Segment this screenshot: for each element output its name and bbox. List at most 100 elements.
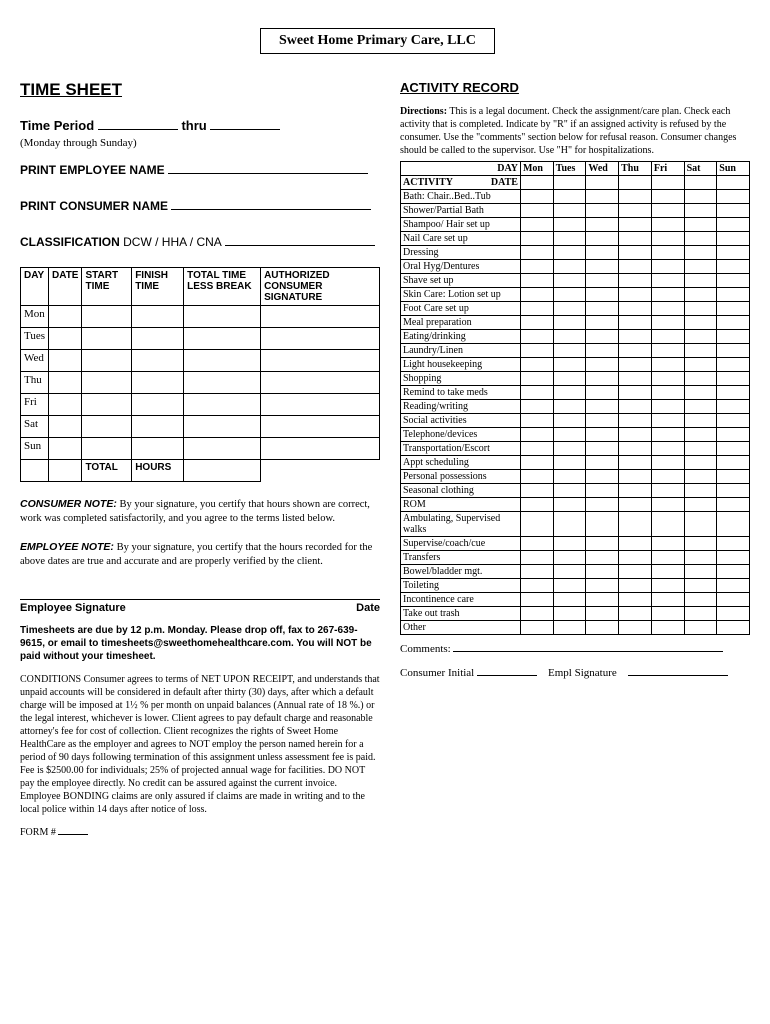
consumer-initial-blank[interactable] <box>477 675 537 676</box>
activity-cell[interactable] <box>553 386 586 400</box>
time-cell[interactable] <box>261 394 380 416</box>
time-cell[interactable] <box>184 372 261 394</box>
activity-cell[interactable] <box>520 565 553 579</box>
activity-cell[interactable] <box>553 565 586 579</box>
activity-cell[interactable] <box>586 386 619 400</box>
activity-cell[interactable] <box>684 358 717 372</box>
activity-cell[interactable] <box>586 551 619 565</box>
activity-cell[interactable] <box>520 456 553 470</box>
activity-cell[interactable] <box>520 344 553 358</box>
date-cell[interactable] <box>684 176 717 190</box>
activity-cell[interactable] <box>619 232 652 246</box>
activity-cell[interactable] <box>520 204 553 218</box>
activity-cell[interactable] <box>520 246 553 260</box>
activity-cell[interactable] <box>717 579 750 593</box>
activity-cell[interactable] <box>586 607 619 621</box>
activity-cell[interactable] <box>553 551 586 565</box>
activity-cell[interactable] <box>651 330 684 344</box>
activity-cell[interactable] <box>619 565 652 579</box>
activity-cell[interactable] <box>717 260 750 274</box>
activity-cell[interactable] <box>586 274 619 288</box>
activity-cell[interactable] <box>520 551 553 565</box>
activity-cell[interactable] <box>586 512 619 537</box>
activity-cell[interactable] <box>586 204 619 218</box>
activity-cell[interactable] <box>619 218 652 232</box>
activity-cell[interactable] <box>586 484 619 498</box>
time-cell[interactable] <box>82 350 132 372</box>
activity-cell[interactable] <box>553 484 586 498</box>
activity-cell[interactable] <box>520 316 553 330</box>
activity-cell[interactable] <box>717 414 750 428</box>
activity-cell[interactable] <box>684 260 717 274</box>
activity-cell[interactable] <box>520 414 553 428</box>
activity-cell[interactable] <box>520 484 553 498</box>
activity-cell[interactable] <box>520 621 553 635</box>
time-cell[interactable] <box>184 416 261 438</box>
activity-cell[interactable] <box>651 456 684 470</box>
activity-cell[interactable] <box>619 470 652 484</box>
activity-cell[interactable] <box>717 442 750 456</box>
time-cell[interactable] <box>82 328 132 350</box>
activity-cell[interactable] <box>619 498 652 512</box>
activity-cell[interactable] <box>717 512 750 537</box>
activity-cell[interactable] <box>619 204 652 218</box>
time-cell[interactable] <box>261 416 380 438</box>
activity-cell[interactable] <box>651 484 684 498</box>
activity-cell[interactable] <box>717 190 750 204</box>
activity-cell[interactable] <box>619 288 652 302</box>
activity-cell[interactable] <box>651 372 684 386</box>
activity-cell[interactable] <box>651 414 684 428</box>
activity-cell[interactable] <box>553 593 586 607</box>
activity-cell[interactable] <box>651 204 684 218</box>
activity-cell[interactable] <box>553 232 586 246</box>
activity-cell[interactable] <box>586 428 619 442</box>
activity-cell[interactable] <box>619 456 652 470</box>
activity-cell[interactable] <box>717 484 750 498</box>
activity-cell[interactable] <box>684 607 717 621</box>
date-cell[interactable] <box>553 176 586 190</box>
activity-cell[interactable] <box>684 288 717 302</box>
activity-cell[interactable] <box>619 621 652 635</box>
activity-cell[interactable] <box>586 621 619 635</box>
activity-cell[interactable] <box>586 470 619 484</box>
form-number-blank[interactable] <box>58 834 88 835</box>
employee-name-blank[interactable] <box>168 173 368 174</box>
activity-cell[interactable] <box>717 498 750 512</box>
activity-cell[interactable] <box>619 607 652 621</box>
activity-cell[interactable] <box>684 274 717 288</box>
activity-cell[interactable] <box>651 442 684 456</box>
activity-cell[interactable] <box>553 498 586 512</box>
activity-cell[interactable] <box>651 358 684 372</box>
activity-cell[interactable] <box>553 218 586 232</box>
time-cell[interactable] <box>184 306 261 328</box>
activity-cell[interactable] <box>586 414 619 428</box>
activity-cell[interactable] <box>651 593 684 607</box>
time-cell[interactable] <box>132 372 184 394</box>
activity-cell[interactable] <box>553 358 586 372</box>
time-cell[interactable] <box>132 416 184 438</box>
activity-cell[interactable] <box>717 386 750 400</box>
activity-cell[interactable] <box>684 330 717 344</box>
activity-cell[interactable] <box>553 316 586 330</box>
activity-cell[interactable] <box>520 470 553 484</box>
activity-cell[interactable] <box>520 442 553 456</box>
date-cell[interactable] <box>651 176 684 190</box>
activity-cell[interactable] <box>684 456 717 470</box>
total-hours-cell[interactable] <box>184 460 261 482</box>
activity-cell[interactable] <box>586 372 619 386</box>
activity-cell[interactable] <box>619 386 652 400</box>
time-cell[interactable] <box>184 438 261 460</box>
activity-cell[interactable] <box>619 190 652 204</box>
activity-cell[interactable] <box>717 470 750 484</box>
activity-cell[interactable] <box>520 218 553 232</box>
activity-cell[interactable] <box>553 372 586 386</box>
activity-cell[interactable] <box>619 579 652 593</box>
activity-cell[interactable] <box>684 372 717 386</box>
activity-cell[interactable] <box>553 456 586 470</box>
activity-cell[interactable] <box>651 512 684 537</box>
time-cell[interactable] <box>49 328 82 350</box>
activity-cell[interactable] <box>553 607 586 621</box>
activity-cell[interactable] <box>684 246 717 260</box>
activity-cell[interactable] <box>586 302 619 316</box>
activity-cell[interactable] <box>651 607 684 621</box>
